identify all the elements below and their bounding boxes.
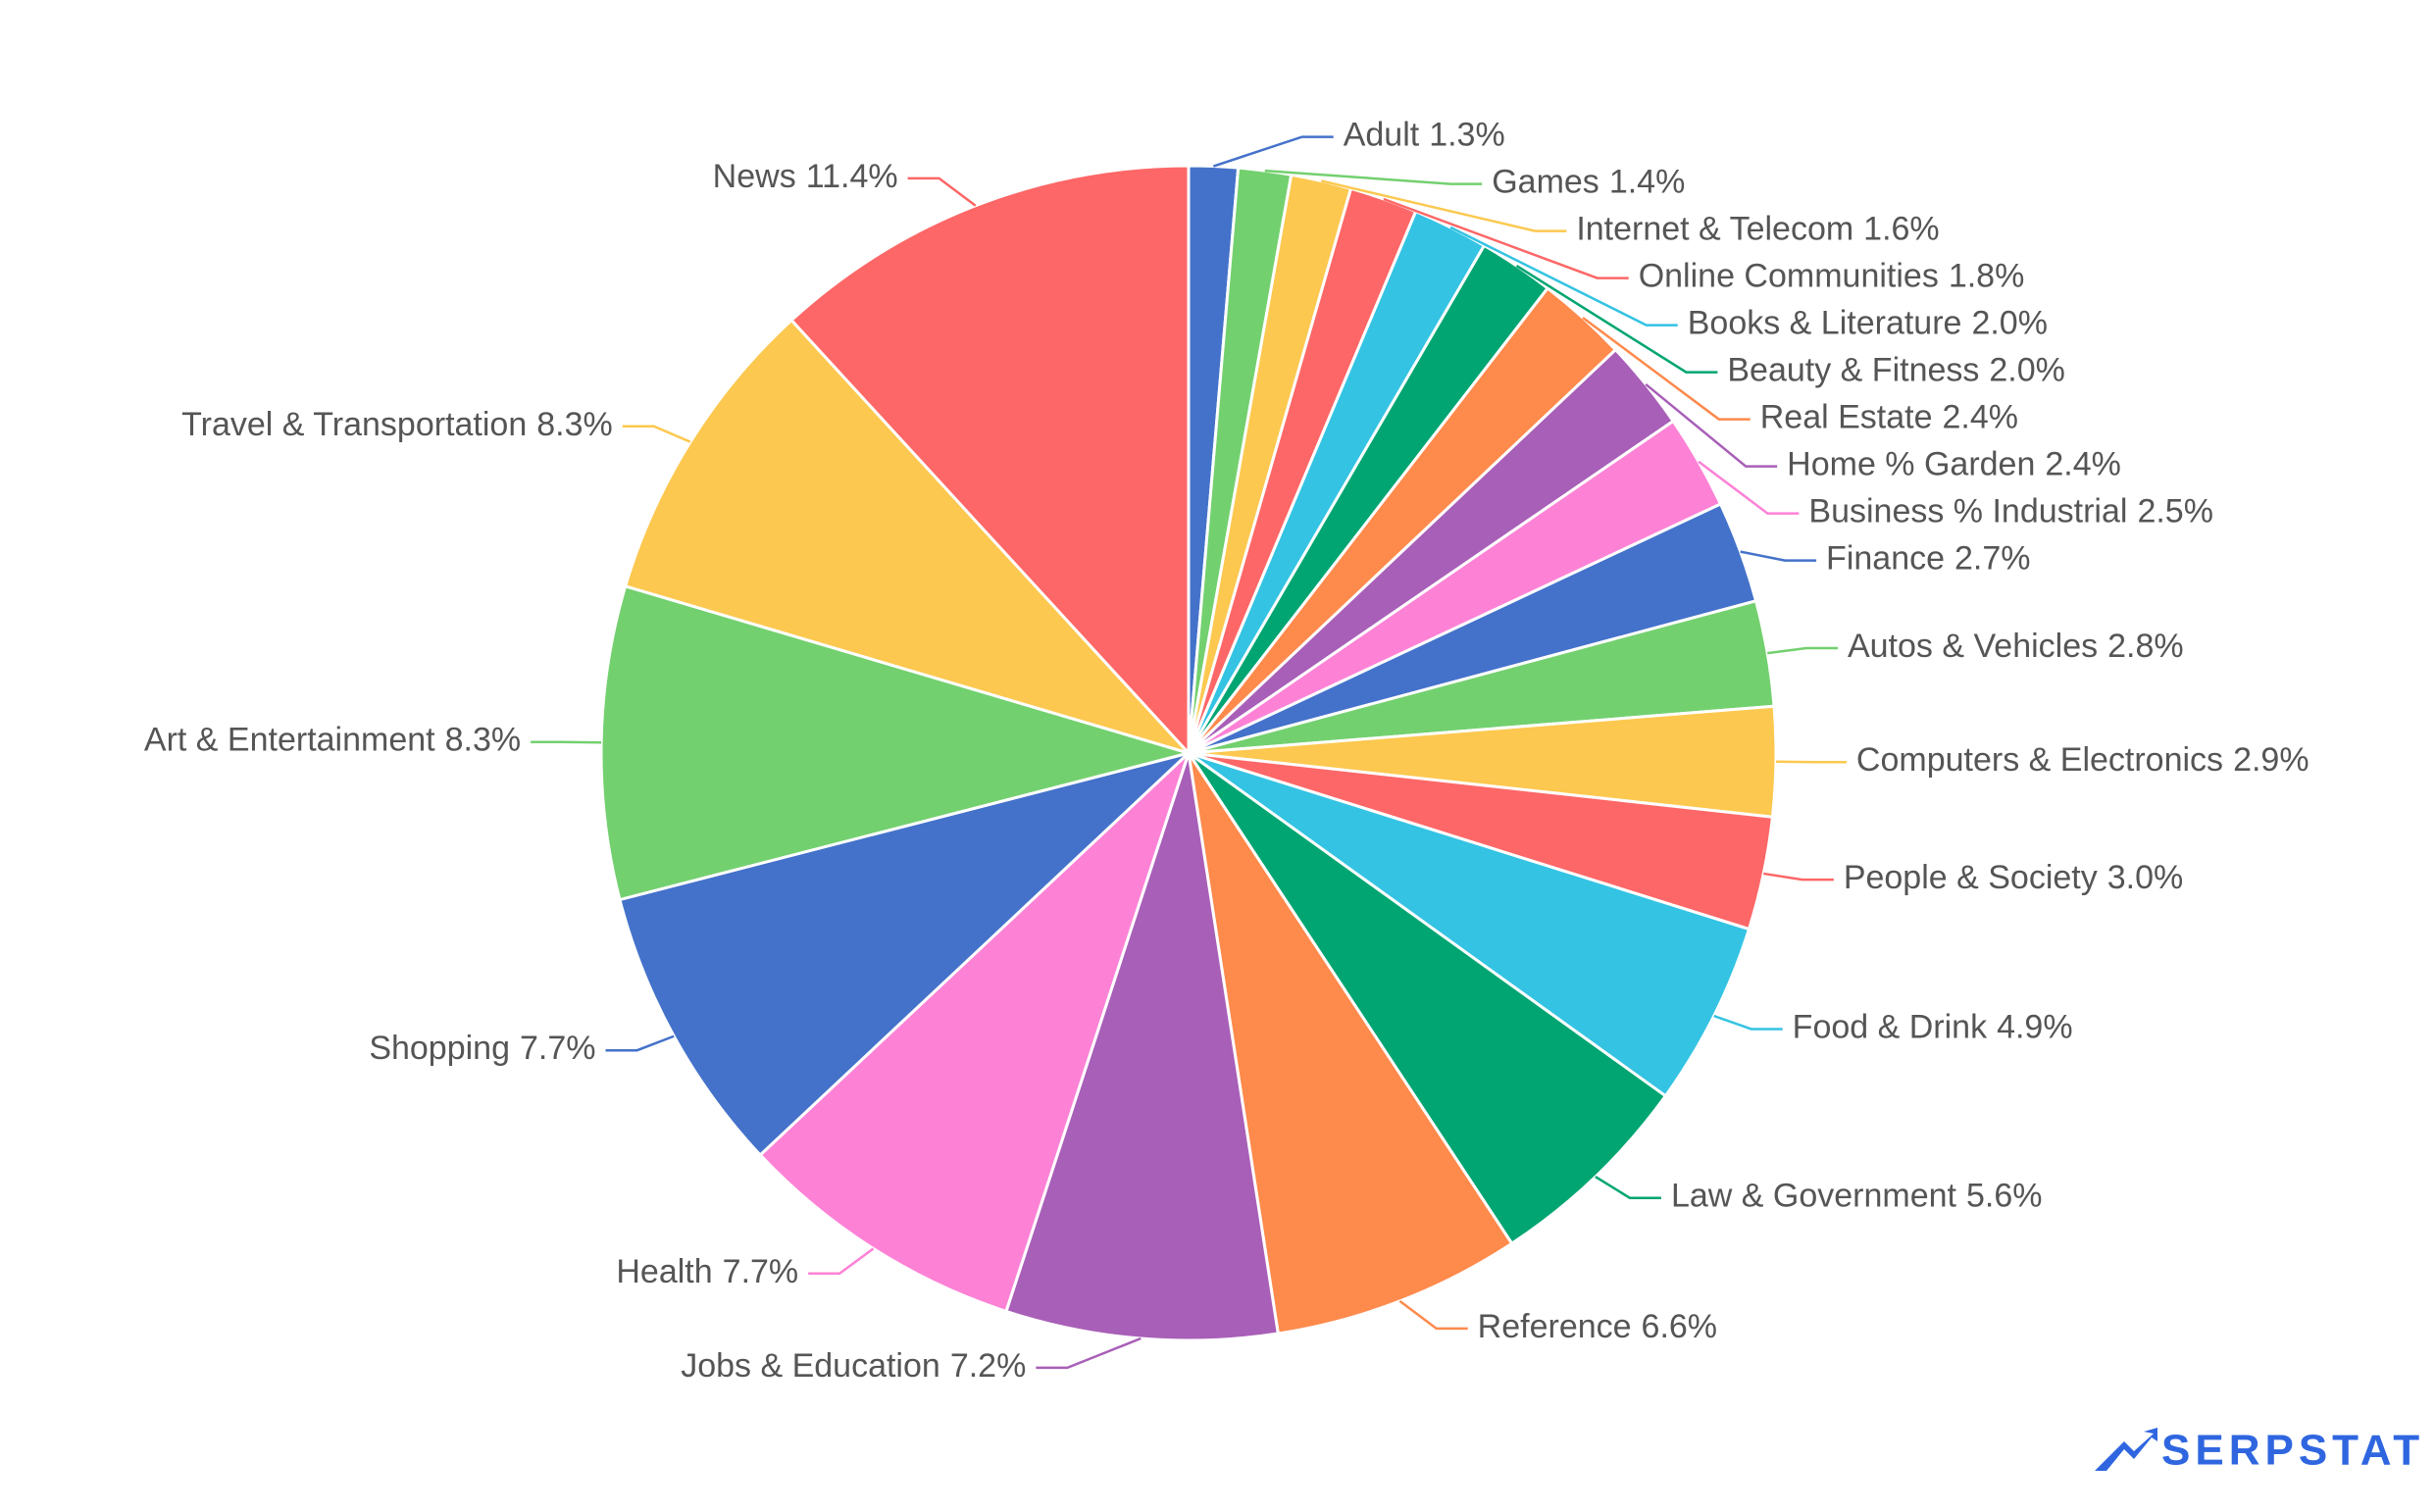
brand-text: SERPSTAT bbox=[2161, 1427, 2424, 1475]
leader-line bbox=[907, 176, 977, 207]
slice-label: Finance 2.7% bbox=[1826, 540, 2030, 578]
slice-value-label: 1.8% bbox=[1949, 258, 2024, 295]
slice-value-label: 2.8% bbox=[2107, 628, 2184, 665]
slice bbox=[1187, 751, 1668, 1246]
slice-category: Business % Industrial bbox=[1808, 493, 2127, 530]
slice-label: Online Communities 1.8% bbox=[1639, 258, 2025, 295]
slice-value-label: 2.4% bbox=[2045, 446, 2121, 483]
slice-label: Business % Industrial 2.5% bbox=[1808, 493, 2213, 530]
slice bbox=[1187, 752, 1514, 1336]
slice-value-label: 8.3% bbox=[536, 406, 613, 443]
brand-icon bbox=[2095, 1428, 2157, 1471]
leader-line bbox=[1763, 872, 1834, 882]
slice-category: Jobs & Education bbox=[681, 1347, 940, 1385]
slice-value-label: 2.9% bbox=[2233, 741, 2309, 779]
slice bbox=[618, 751, 1191, 1158]
slice-category: Shopping bbox=[369, 1030, 510, 1067]
slice-value-label: 5.6% bbox=[1966, 1178, 2043, 1215]
leader-line bbox=[1264, 169, 1483, 185]
slice-category: Law & Government bbox=[1671, 1178, 1957, 1215]
slice-value-label: 2.5% bbox=[2137, 493, 2213, 530]
slice-label: Computers & Electronics 2.9% bbox=[1856, 741, 2309, 779]
slice-value-label: 2.0% bbox=[1989, 352, 2064, 389]
leader-line bbox=[1713, 1014, 1783, 1031]
slice-category: Health bbox=[616, 1253, 712, 1290]
slice-category: Home % Garden bbox=[1787, 446, 2035, 483]
slice-value-label: 2.7% bbox=[1954, 540, 2030, 578]
slice-category: News bbox=[713, 158, 796, 195]
slice-label: Real Estate 2.4% bbox=[1760, 399, 2018, 436]
leader-line bbox=[1645, 382, 1778, 468]
slice bbox=[758, 751, 1191, 1314]
slice-label: Books & Literature 2.0% bbox=[1688, 305, 2048, 342]
slice-category: Reference bbox=[1478, 1308, 1632, 1345]
leader-line bbox=[1036, 1336, 1142, 1370]
slice-category: Games bbox=[1492, 164, 1599, 201]
leader-line bbox=[622, 425, 691, 443]
slice-label: Adult 1.3% bbox=[1344, 117, 1505, 154]
slice-label: Beauty & Fitness 2.0% bbox=[1727, 352, 2065, 389]
slice-label: Travel & Transportation 8.3% bbox=[181, 406, 613, 443]
slice-value-label: 2.4% bbox=[1943, 399, 2019, 436]
slice bbox=[1004, 752, 1281, 1342]
slice-label: Reference 6.6% bbox=[1478, 1308, 1717, 1345]
slice-label: Shopping 7.7% bbox=[369, 1030, 595, 1067]
slice-label: Health 7.7% bbox=[616, 1253, 798, 1290]
slice-value-label: 8.3% bbox=[445, 722, 522, 759]
slice-category: Food & Drink bbox=[1793, 1008, 1988, 1045]
leader-line bbox=[1767, 646, 1838, 655]
leader-line bbox=[1383, 197, 1629, 279]
slice-label: News 11.4% bbox=[713, 158, 898, 195]
slice-label: Home % Garden 2.4% bbox=[1787, 446, 2121, 483]
leader-line bbox=[1398, 1299, 1468, 1331]
leader-line bbox=[1595, 1176, 1661, 1199]
slice-category: Internet & Telecom bbox=[1576, 211, 1853, 248]
leader-line bbox=[1321, 179, 1567, 232]
slice-value-label: 1.3% bbox=[1429, 117, 1505, 154]
slice-category: Online Communities bbox=[1639, 258, 1939, 295]
slice-category: Books & Literature bbox=[1688, 305, 1962, 342]
slice-value-label: 3.0% bbox=[2107, 859, 2184, 896]
slice-label: Games 1.4% bbox=[1492, 164, 1685, 201]
slice-category: Beauty & Fitness bbox=[1727, 352, 1979, 389]
leader-line bbox=[605, 1034, 675, 1052]
slice-label: People & Society 3.0% bbox=[1844, 859, 2183, 896]
slice-label: Law & Government 5.6% bbox=[1671, 1178, 2043, 1215]
slice bbox=[1188, 751, 1751, 1098]
slice-label: Jobs & Education 7.2% bbox=[681, 1347, 1026, 1385]
slice-category: Art & Entertainment bbox=[144, 722, 435, 759]
slice-value-label: 7.7% bbox=[723, 1253, 799, 1290]
slice-value-label: 11.4% bbox=[806, 158, 898, 195]
leader-line bbox=[1582, 316, 1751, 421]
slice-category: Adult bbox=[1344, 117, 1420, 154]
leader-line bbox=[1515, 265, 1718, 374]
leader-line bbox=[1698, 460, 1800, 515]
slice-value-label: 1.6% bbox=[1863, 211, 1940, 248]
slice bbox=[788, 164, 1191, 757]
slice-value-label: 6.6% bbox=[1642, 1308, 1718, 1345]
slice-label: Food & Drink 4.9% bbox=[1793, 1008, 2073, 1045]
leader-line bbox=[1212, 135, 1334, 168]
slice-value-label: 4.9% bbox=[1997, 1008, 2072, 1045]
slice-label: Art & Entertainment 8.3% bbox=[144, 722, 521, 759]
slice-value-label: 7.2% bbox=[950, 1347, 1027, 1385]
slice-category: Travel & Transportation bbox=[181, 406, 527, 443]
slice-label: Internet & Telecom 1.6% bbox=[1576, 211, 1939, 248]
leader-line bbox=[1740, 550, 1817, 562]
slice-value-label: 7.7% bbox=[520, 1030, 596, 1067]
leader-line bbox=[1449, 226, 1678, 327]
slice-category: People & Society bbox=[1844, 859, 2098, 896]
slice-category: Computers & Electronics bbox=[1856, 741, 2223, 779]
slice-value-label: 1.4% bbox=[1609, 164, 1686, 201]
brand-logo: SERPSTAT bbox=[2095, 1427, 2424, 1475]
slice-label: Autos & Vehicles 2.8% bbox=[1848, 628, 2184, 665]
leader-line bbox=[531, 740, 602, 744]
slice-value-label: 2.0% bbox=[1971, 305, 2048, 342]
slice-category: Real Estate bbox=[1760, 399, 1933, 436]
slice-category: Finance bbox=[1826, 540, 1945, 578]
slice-category: Autos & Vehicles bbox=[1848, 628, 2098, 665]
leader-line bbox=[808, 1247, 875, 1276]
